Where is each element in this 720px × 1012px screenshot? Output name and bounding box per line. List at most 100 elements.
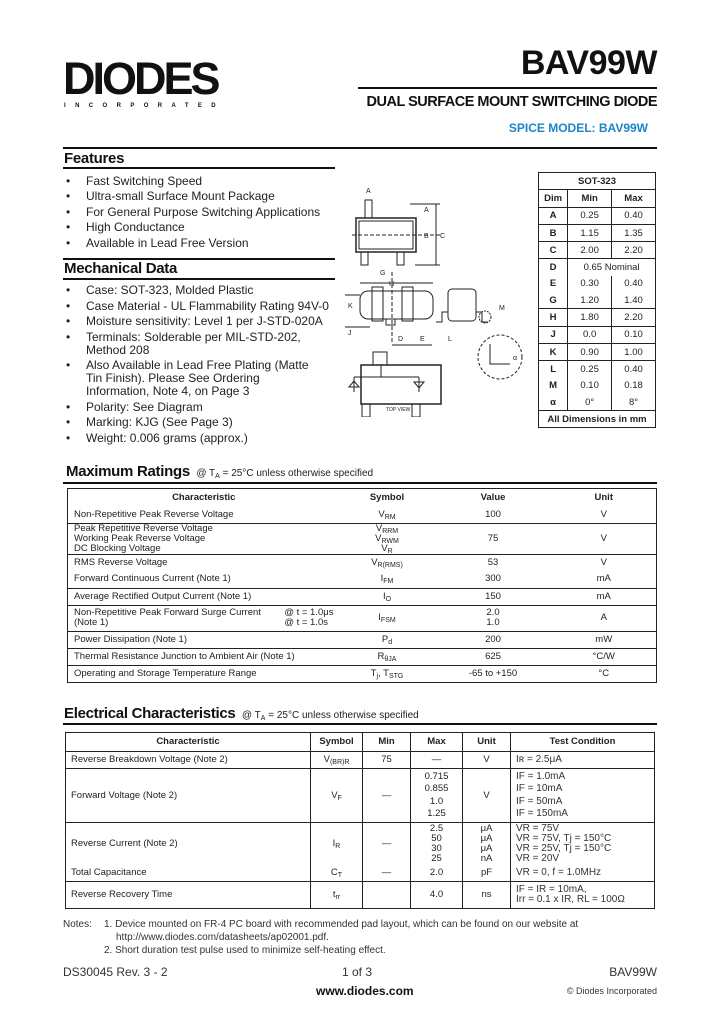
copyright: © Diodes Incorporated — [566, 986, 657, 996]
symbol-cell: CT — [310, 864, 363, 882]
website-link[interactable]: www.diodes.com — [316, 984, 414, 998]
dim-label-h: H — [389, 281, 394, 288]
table-row: Operating and Storage Temperature Range T… — [67, 664, 657, 682]
min-cell: 0.0 — [567, 325, 612, 344]
dim-label-j: J — [348, 330, 352, 337]
table-row: G 1.20 1.40 — [539, 292, 656, 309]
min-cell: 0.90 — [567, 342, 612, 361]
characteristic-cell: Operating and Storage Temperature Range — [67, 664, 340, 682]
subtitle: DUAL SURFACE MOUNT SWITCHING DIODE — [366, 94, 658, 110]
list-item: For General Purpose Switching Applicatio… — [64, 205, 334, 221]
max-cell: — — [410, 751, 463, 769]
note-1: 1. Device mounted on FR-4 PC board with … — [104, 919, 579, 930]
table-row: Non-Repetitive Peak Forward Surge Curren… — [67, 604, 657, 631]
unit-cell: V — [600, 508, 607, 520]
divider — [63, 278, 335, 280]
dim-label-b: B — [424, 233, 429, 240]
table-row: E 0.30 0.40 — [539, 275, 656, 293]
value-cell: 0.65 Nominal — [567, 258, 656, 276]
divider — [63, 482, 657, 484]
dim-cell: M — [549, 380, 558, 392]
page-number: 1 of 3 — [342, 965, 373, 979]
electrical-characteristics-table: Characteristic Symbol Min Max Unit Test Condi… — [65, 732, 655, 909]
note-2: 2. Short duration test pulse used to min… — [104, 945, 386, 956]
column-header: Min — [567, 189, 612, 208]
max-cell: 1.00 — [611, 342, 656, 361]
value-cell: 200 — [434, 630, 552, 648]
table-title: SOT-323 — [577, 175, 617, 187]
list-item: Available in Lead Free Version — [64, 236, 334, 252]
value-cell: -65 to +150 — [434, 664, 552, 682]
unit-cell: V — [551, 522, 657, 554]
symbol-cell: VRRM VRWM VR — [339, 522, 435, 555]
spice-model-link[interactable]: SPICE MODEL: BAV99W — [508, 121, 648, 135]
column-header: Dim — [538, 189, 568, 208]
table-footer: All Dimensions in mm — [538, 410, 656, 428]
unit-cell: V — [462, 751, 511, 769]
dim-cell: K — [538, 342, 568, 361]
part-number-title: BAV99W — [520, 44, 658, 82]
characteristic-cell: Peak Repetitive Reverse Voltage Working P… — [67, 522, 340, 554]
min-cell: 0.25 — [567, 360, 612, 378]
list-item: Moisture sensitivity: Level 1 per J-STD-… — [64, 315, 338, 329]
symbol-cell: trr — [310, 881, 363, 909]
max-ratings-heading: Maximum Ratings — [66, 463, 190, 480]
features-heading: Features — [64, 150, 125, 167]
column-header: Test Condition — [510, 732, 655, 752]
table-row: C 2.00 2.20 — [538, 241, 656, 259]
max-ratings-condition: @ TA = 25°C unless otherwise specified — [196, 468, 374, 480]
list-item: Marking: KJG (See Page 3) — [64, 416, 338, 430]
value-cell: 150 — [434, 587, 552, 605]
symbol-cell: VRM — [378, 508, 396, 521]
symbol-cell: IFSM — [339, 604, 435, 631]
list-item: Case Material - UL Flammability Rating 9… — [64, 299, 338, 313]
unit-cell: mA — [596, 573, 611, 585]
symbol-cell: Tj, TSTG — [339, 664, 435, 682]
table-row: Reverse Recovery Time trr 4.0 ns IF = IR = 1… — [65, 881, 655, 909]
max-cell: 0.40 — [611, 206, 656, 225]
characteristic-cell: Average Rectified Output Current (Note 1… — [67, 587, 340, 605]
column-header: Symbol — [310, 732, 363, 752]
min-cell: — — [362, 768, 411, 823]
dim-cell: D — [538, 258, 568, 276]
divider — [63, 167, 335, 169]
unit-cell: V — [551, 553, 657, 571]
min-cell: 0.10 — [567, 377, 612, 394]
table-row: Reverse Breakdown Voltage (Note 2) V(BR)R… — [65, 751, 655, 769]
table-row: L 0.25 0.40 — [538, 360, 656, 378]
dim-label-m: M — [499, 305, 505, 312]
max-cell: 0.40 — [611, 360, 656, 378]
characteristic-cell: Forward Continuous Current (Note 1) — [74, 573, 231, 585]
diodes-logo: DIODES — [63, 53, 221, 104]
min-cell: 1.80 — [567, 308, 612, 327]
list-item: Fast Switching Speed — [64, 174, 334, 190]
column-header: Characteristic — [172, 492, 236, 503]
dim-label-e: E — [420, 336, 425, 343]
unit-cell: V — [462, 768, 511, 823]
value-cell: 300 — [485, 573, 501, 585]
min-cell: 75 — [362, 751, 411, 769]
characteristic-cell: RMS Reverse Voltage — [67, 553, 340, 571]
table-row: M 0.10 0.18 — [539, 377, 656, 394]
max-cell: 0.715 0.855 1.0 1.25 — [410, 768, 463, 823]
min-cell: 1.20 — [567, 292, 612, 309]
test-condition-cell: VR = 75V VR = 75V, Tj = 150°C VR = 25V, Tj… — [510, 822, 655, 865]
dim-label-d: D — [398, 336, 403, 343]
table-row: H 1.80 2.20 — [538, 308, 656, 327]
notes: Notes: 1. Device mounted on FR-4 PC boar… — [63, 919, 657, 959]
list-item: Also Available in Lead Free Plating (Mat… — [64, 359, 316, 398]
min-cell: 0.25 — [567, 206, 612, 225]
symbol-cell: VR(RMS) — [339, 553, 435, 571]
table-row: RMS Reverse Voltage VR(RMS) 53 V — [67, 553, 657, 571]
unit-cell: pF — [462, 864, 511, 882]
symbol-cell: RθJA — [339, 647, 435, 665]
min-cell: — — [362, 864, 411, 882]
electrical-heading-row: Electrical Characteristics @ TA = 25°C u… — [64, 705, 419, 724]
max-cell: 1.35 — [611, 223, 656, 242]
column-header: Value — [480, 492, 506, 503]
max-cell: 2.5 50 30 25 — [410, 822, 463, 865]
column-header: Unit — [462, 732, 511, 752]
note-1-link[interactable]: http://www.diodes.com/datasheets/ap02001… — [116, 932, 329, 943]
list-item: Polarity: See Diagram — [64, 400, 338, 414]
